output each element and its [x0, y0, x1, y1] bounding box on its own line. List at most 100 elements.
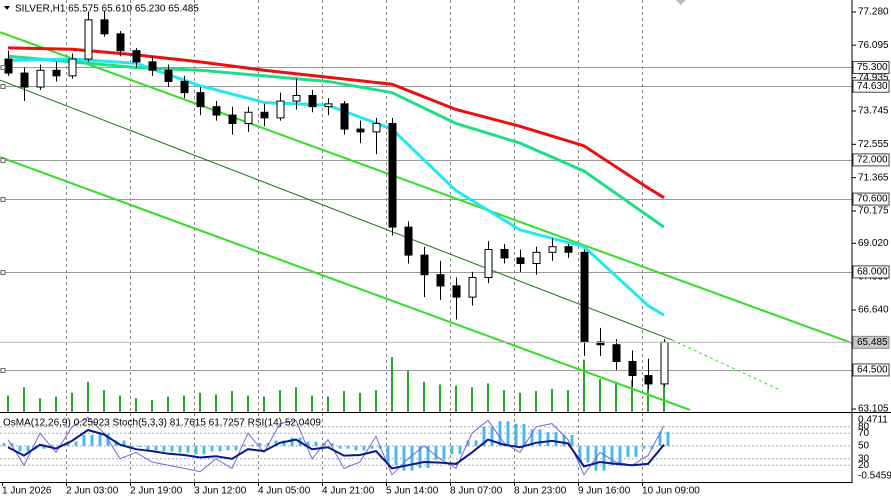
osma-bar [258, 443, 262, 446]
osma-bar [290, 437, 294, 446]
osma-bar [642, 445, 646, 449]
volume-bar [295, 387, 297, 412]
level-label-box [852, 192, 890, 206]
osma-bar [50, 444, 54, 446]
volume-bar [231, 391, 233, 412]
osma-bar [186, 445, 190, 453]
osma-bar [26, 445, 30, 452]
osma-bar [634, 445, 638, 457]
candle-body [100, 19, 109, 35]
osma-bar [194, 445, 198, 455]
candle-body [276, 100, 285, 119]
osma-bar [578, 445, 582, 463]
osma-bar [538, 429, 542, 446]
volume-bar [599, 379, 601, 412]
candle-body [340, 103, 349, 130]
level-label-box [852, 265, 890, 279]
volume-bar [567, 390, 569, 412]
osma-bar [306, 441, 310, 446]
y-tick-label: 70.175 [858, 206, 889, 217]
candle-body [612, 344, 621, 363]
candle-body [4, 58, 13, 74]
volume-bar [167, 396, 169, 412]
level-label: 64.500 [857, 365, 888, 376]
level-label-box [852, 363, 890, 377]
candle-body [372, 122, 381, 133]
x-tick-label: 2 Jun 03:00 [66, 486, 119, 497]
osc-tick-label: 20 [858, 460, 870, 471]
level-handle [0, 368, 6, 373]
osma-bar [154, 445, 158, 451]
x-tick-label: 4 Jun 05:00 [258, 486, 311, 497]
osma-bar [586, 445, 590, 463]
candle-body [532, 251, 541, 265]
osma-bar [562, 434, 566, 446]
menu-arrow[interactable] [4, 6, 10, 10]
volume-bar [503, 390, 505, 412]
y-tick-label: 73.745 [858, 106, 889, 117]
osma-bar [74, 441, 78, 446]
osma-bar [138, 445, 142, 448]
candle-body [116, 33, 125, 52]
osma-limit-label: 0.4711 [858, 415, 888, 426]
moving-average [7, 54, 665, 229]
osma-bar [418, 445, 422, 468]
trendline [671, 339, 781, 391]
volume-bar [359, 392, 361, 412]
osma-bar [42, 445, 46, 449]
y-tick-label: 74.935 [858, 72, 889, 83]
x-tick-label: 8 Jun 07:00 [450, 486, 503, 497]
x-tick-label: 1 Jun 2026 [2, 486, 52, 497]
volume-bar [583, 359, 585, 412]
volume-bar [23, 387, 25, 412]
volume-bar [439, 384, 441, 412]
osma-bar [546, 432, 550, 446]
volume-bar [71, 392, 73, 412]
osma-bar [426, 445, 430, 468]
osma-bar [442, 445, 446, 460]
osma-bar [514, 423, 518, 446]
y-tick-label: 71.365 [858, 172, 889, 183]
volume-bar [7, 395, 9, 412]
osma-bar [346, 445, 350, 449]
x-tick-label: 3 Jun 12:00 [194, 486, 247, 497]
candle-body [388, 122, 397, 228]
osma-bar [530, 429, 534, 446]
osma-bar [666, 431, 670, 446]
osma-bar [570, 434, 574, 446]
level-handle [0, 158, 6, 163]
level-handle [0, 84, 6, 89]
osc-tick-label: 70 [858, 428, 870, 439]
stoch-line [7, 416, 665, 476]
candle-body [660, 341, 669, 385]
volume-bar [375, 390, 377, 412]
osma-limit-label: -0.54594 [858, 471, 891, 482]
y-tick-label: 77.280 [858, 7, 889, 18]
candle-body [260, 111, 269, 119]
candle-body [36, 69, 45, 88]
osma-bar [338, 445, 342, 449]
osma-bar [242, 444, 246, 446]
osma-bar [474, 440, 478, 446]
moving-average [7, 57, 665, 317]
osma-bar [202, 445, 206, 455]
volume-bar [327, 396, 329, 412]
volume-bar [103, 390, 105, 412]
osma-bar [370, 445, 374, 449]
candle-body [164, 69, 173, 82]
osma-bar [354, 445, 358, 451]
osma-bar [450, 445, 454, 455]
osma-bar [626, 445, 630, 457]
osma-bar [146, 445, 150, 451]
y-tick-label: 66.640 [858, 305, 889, 316]
volume-bar [487, 383, 489, 412]
volume-bar [423, 381, 425, 412]
volume-bar [663, 373, 665, 412]
level-label: 70.600 [857, 194, 888, 205]
level-label: 74.630 [857, 81, 888, 92]
osma-bar [18, 445, 22, 452]
price-pane [0, 0, 852, 412]
candle-body [356, 128, 365, 133]
trendline [0, 156, 691, 411]
